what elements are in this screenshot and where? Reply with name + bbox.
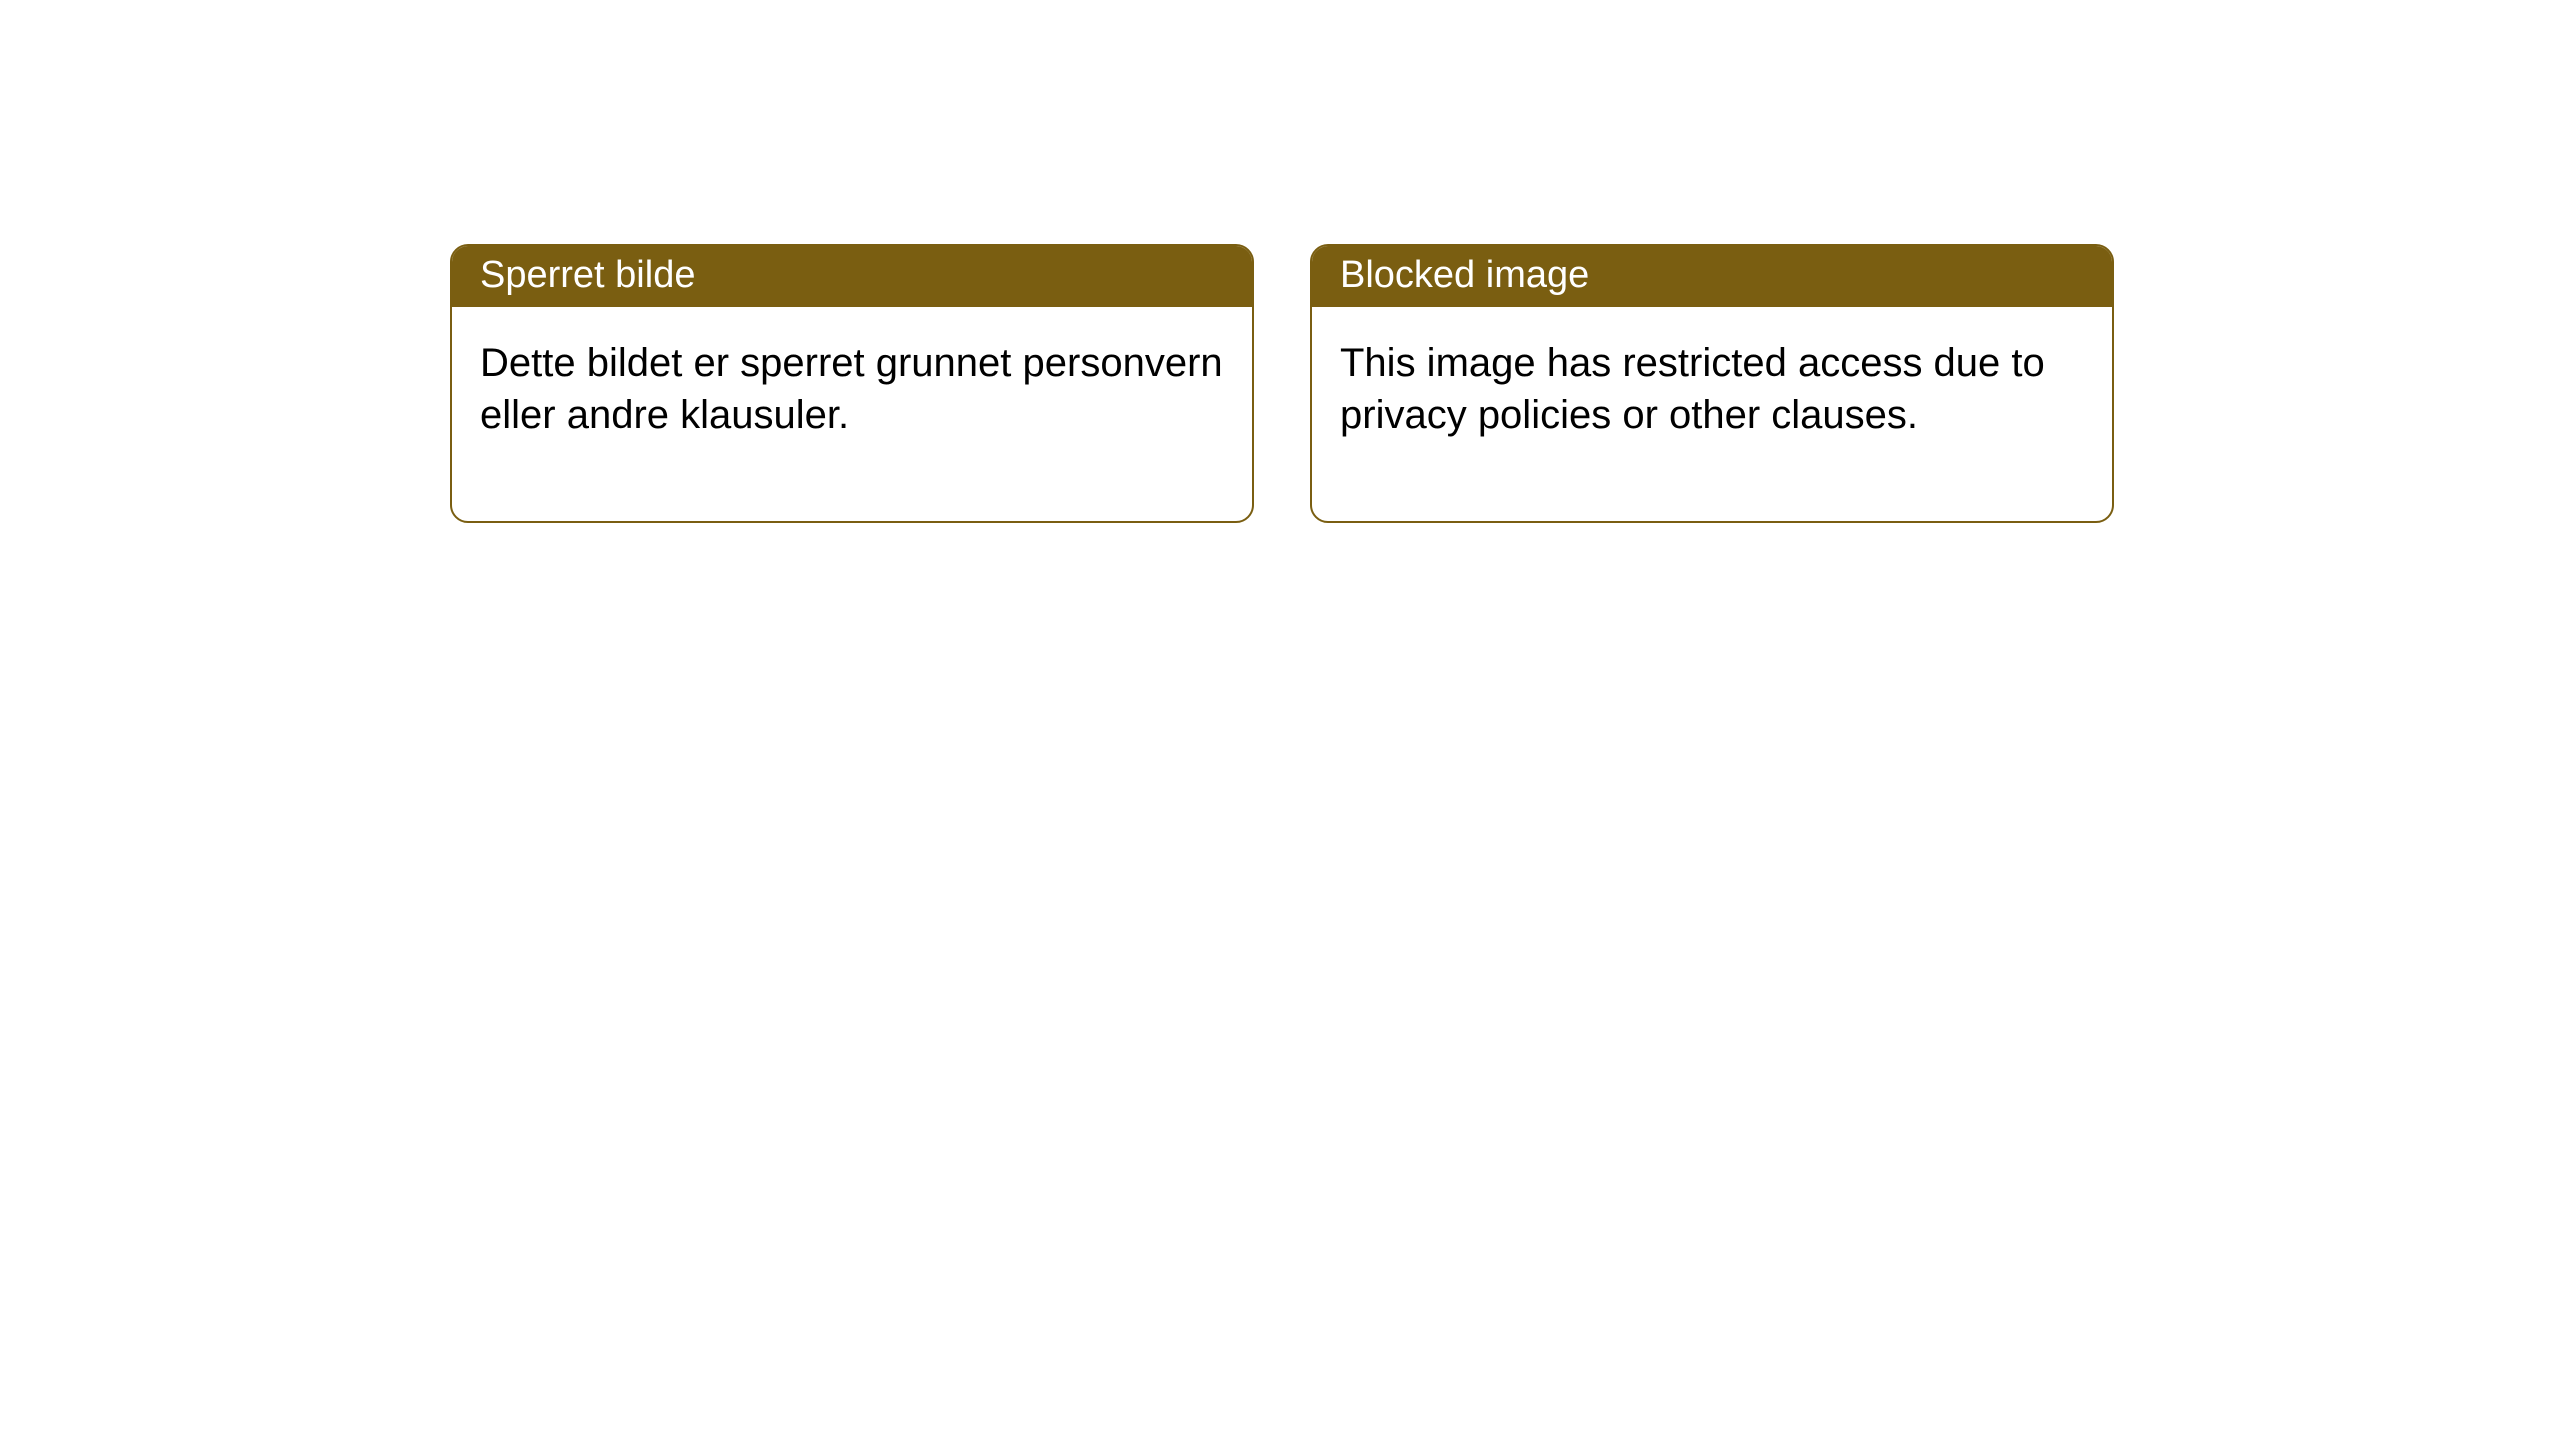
card-header: Sperret bilde (452, 246, 1252, 307)
notice-cards-container: Sperret bilde Dette bildet er sperret gr… (450, 244, 2114, 523)
card-body-text: This image has restricted access due to … (1340, 341, 2045, 437)
card-header-text: Sperret bilde (480, 254, 695, 296)
card-body: This image has restricted access due to … (1312, 307, 2112, 521)
card-body: Dette bildet er sperret grunnet personve… (452, 307, 1252, 521)
card-header-text: Blocked image (1340, 254, 1589, 296)
notice-card-norwegian: Sperret bilde Dette bildet er sperret gr… (450, 244, 1254, 523)
card-body-text: Dette bildet er sperret grunnet personve… (480, 341, 1223, 437)
notice-card-english: Blocked image This image has restricted … (1310, 244, 2114, 523)
card-header: Blocked image (1312, 246, 2112, 307)
